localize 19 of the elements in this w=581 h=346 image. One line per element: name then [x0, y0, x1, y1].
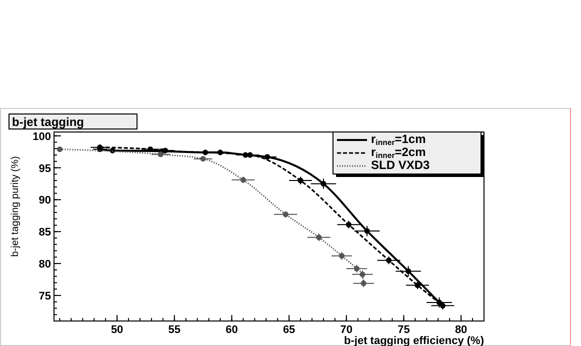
x-tick-label: 50 — [110, 324, 124, 336]
x-tick-label: 60 — [226, 324, 238, 336]
y-tick-label: 80 — [38, 258, 51, 271]
y-tick-label: 90 — [38, 194, 51, 207]
y-axis-title: b-jet tagging purity (%) — [10, 156, 21, 257]
y-tick-label: 75 — [38, 290, 51, 302]
legend-label: r$_{inner}$=1cm — [371, 132, 426, 147]
x-tick-label: 75 — [398, 324, 410, 336]
chart-title: b-jet tagging — [12, 115, 84, 129]
y-tick-label: 85 — [38, 226, 51, 239]
x-axis-title: b-jet tagging efficiency (%) — [344, 335, 484, 346]
y-tick-label: 95 — [38, 162, 51, 175]
legend-label: r$_{inner}$=2cm — [371, 145, 426, 160]
x-tick-label: 65 — [282, 324, 296, 336]
y-tick-label: 100 — [32, 130, 51, 143]
x-tick-label: 80 — [454, 324, 468, 336]
x-tick-label: 55 — [168, 324, 181, 336]
x-tick-label: 70 — [340, 324, 353, 336]
legend-label: SLD VXD3 — [371, 158, 430, 172]
